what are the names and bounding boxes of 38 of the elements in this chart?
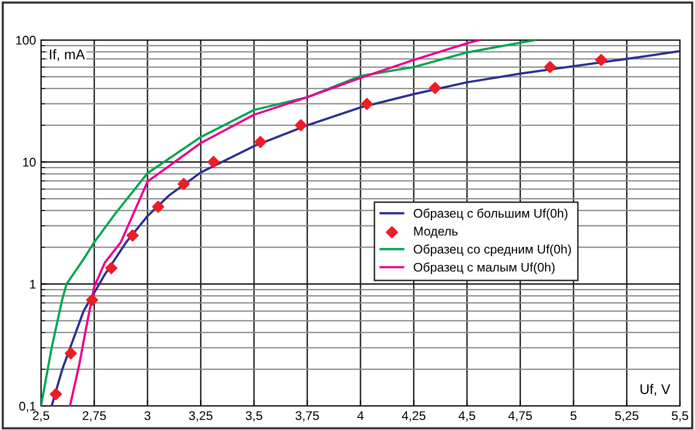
y-axis-title: If, mA xyxy=(50,49,85,61)
x-tick-label: 2,75 xyxy=(82,411,106,422)
legend-label: Образец с малым Uf(0h) xyxy=(414,262,555,274)
x-tick-label: 4,75 xyxy=(508,411,532,422)
x-tick-label: 3,75 xyxy=(296,411,319,422)
x-tick-label: 4,5 xyxy=(458,411,476,422)
y-tick-label: 0,1 xyxy=(19,402,36,412)
point xyxy=(126,229,139,242)
point xyxy=(428,82,442,94)
x-tick-label: 3,5 xyxy=(246,411,262,422)
legend-label: Образец с большим Uf(0h) xyxy=(414,208,568,220)
point xyxy=(86,294,98,306)
point xyxy=(207,156,220,168)
point xyxy=(64,347,77,360)
point xyxy=(360,98,373,110)
line-series xyxy=(50,50,680,406)
point xyxy=(294,119,307,132)
point xyxy=(50,388,62,400)
x-tick-label: 5 xyxy=(570,411,576,420)
x-tick-label: 3 xyxy=(144,411,150,420)
point xyxy=(105,262,118,274)
point xyxy=(544,60,556,74)
point xyxy=(178,178,190,190)
x-tick-label: 5,25 xyxy=(615,411,638,422)
x-tick-label: 5,5 xyxy=(672,411,688,422)
x-tick-label: 2,5 xyxy=(32,411,50,422)
x-axis-title: Uf, V xyxy=(640,384,670,396)
legend-label: Образец со средним Uf(0h) xyxy=(414,244,571,256)
x-tick-label: 4,25 xyxy=(402,411,426,422)
x-tick-label: 4 xyxy=(357,411,364,420)
y-tick-label: 100 xyxy=(16,36,36,45)
y-tick-label: 10 xyxy=(23,158,36,167)
point xyxy=(595,54,608,66)
x-tick-label: 3,25 xyxy=(189,411,212,422)
legend-label: Модель xyxy=(414,226,458,238)
y-tick-label: 1 xyxy=(30,280,36,289)
point xyxy=(152,200,164,213)
point xyxy=(254,136,266,148)
